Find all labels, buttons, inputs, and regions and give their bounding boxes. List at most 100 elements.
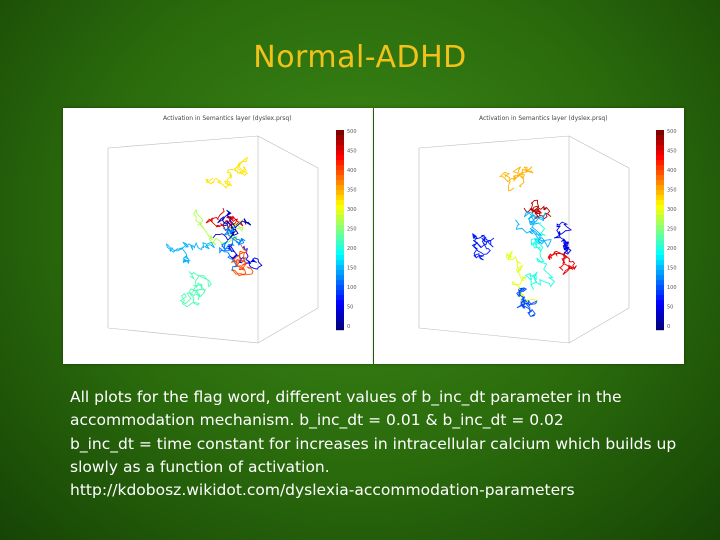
colorbar-segment	[336, 295, 344, 301]
box-edge	[418, 327, 570, 344]
colorbar-segment	[336, 325, 344, 331]
colorbar-segment	[336, 210, 344, 216]
colorbar-segment	[656, 215, 664, 221]
colorbar-segment	[336, 230, 344, 236]
caption-line-2: accommodation mechanism. b_inc_dt = 0.01…	[70, 411, 564, 430]
colorbar-segment	[336, 170, 344, 176]
colorbar-segment	[656, 280, 664, 286]
colorbar-segment	[336, 215, 344, 221]
colorbar-segment	[656, 305, 664, 311]
trajectory-path	[165, 241, 215, 265]
caption-line-4: slowly as a function of activation.	[70, 457, 330, 476]
colorbar-segment	[336, 245, 344, 251]
colorbar-segment	[336, 250, 344, 256]
trajectory-plot-right: Activation in Semantics layer (dyslex.pr…	[418, 115, 677, 344]
colorbar-tick: 300	[667, 207, 677, 213]
trajectory-path	[524, 222, 556, 291]
plot-panel-left: Activation in Semantics layer (dyslex.pr…	[63, 108, 373, 364]
trajectory-path	[516, 287, 538, 317]
colorbar-tick: 200	[667, 246, 677, 252]
trajectory-path	[553, 221, 573, 255]
colorbar-tick: 400	[347, 168, 357, 174]
trajectory-path	[505, 250, 539, 304]
colorbar-segment	[656, 165, 664, 171]
colorbar-segment	[656, 235, 664, 241]
colorbar-tick: 450	[667, 149, 677, 155]
colorbar-tick: 500	[347, 129, 357, 135]
colorbar-tick: 0	[667, 324, 670, 330]
caption-link[interactable]: http://kdobosz.wikidot.com/dyslexia-acco…	[70, 481, 575, 499]
colorbar-segment	[656, 130, 664, 136]
colorbar-segment	[336, 200, 344, 206]
box-edge	[107, 135, 259, 149]
colorbar-segment	[336, 195, 344, 201]
plot-axes-box	[418, 135, 630, 344]
colorbar-segment	[336, 220, 344, 226]
box-edge	[568, 135, 630, 169]
colorbar-segment	[336, 175, 344, 181]
colorbar-segment	[656, 220, 664, 226]
trajectory-path	[230, 244, 254, 277]
colorbar-tick: 250	[347, 227, 357, 233]
trajectory-path	[226, 243, 263, 270]
colorbar-segment	[336, 285, 344, 291]
box-edge	[418, 135, 570, 149]
colorbar-segment	[656, 180, 664, 186]
trajectory-path	[547, 250, 577, 276]
colorbar-segment	[656, 160, 664, 166]
colorbar-segment	[336, 140, 344, 146]
slide-title: Normal-ADHD	[253, 40, 467, 75]
colorbar-segment	[336, 290, 344, 296]
trajectory-path	[179, 270, 212, 308]
box-edge	[257, 307, 319, 344]
colorbar-segment	[336, 185, 344, 191]
colorbar-segment	[336, 260, 344, 266]
trajectory-path	[205, 207, 244, 232]
colorbar-segment	[656, 135, 664, 141]
colorbar-tick: 350	[667, 188, 677, 194]
colorbar-segment	[656, 225, 664, 231]
colorbar-segment	[336, 135, 344, 141]
box-edge	[568, 307, 630, 344]
colorbar-segment	[336, 145, 344, 151]
colorbar-segment	[336, 150, 344, 156]
colorbar-segment	[656, 325, 664, 331]
plot-title: Activation in Semantics layer (dyslex.pr…	[163, 115, 292, 122]
colorbar-segment	[656, 260, 664, 266]
colorbar-segment	[336, 320, 344, 326]
colorbar-segment	[336, 180, 344, 186]
colorbar-segment	[656, 190, 664, 196]
colorbar-segment	[656, 230, 664, 236]
colorbar-segment	[656, 145, 664, 151]
colorbar-segment	[336, 160, 344, 166]
colorbar-segment	[656, 175, 664, 181]
trajectory-lines	[165, 156, 263, 308]
colorbar-segment	[336, 275, 344, 281]
colorbar-segment	[656, 250, 664, 256]
plot-panel-right: Activation in Semantics layer (dyslex.pr…	[374, 108, 684, 364]
colorbar-tick: 200	[347, 246, 357, 252]
colorbar-segment	[336, 240, 344, 246]
trajectory-lines	[471, 166, 577, 317]
colorbar-tick: 300	[347, 207, 357, 213]
trajectory-path	[212, 209, 252, 241]
colorbar-tick: 50	[347, 305, 353, 311]
colorbar-segment	[656, 320, 664, 326]
colorbar-tick: 100	[667, 285, 677, 291]
colorbar-segment	[656, 265, 664, 271]
caption-line-1: All plots for the flag word, different v…	[70, 388, 622, 406]
colorbar-segment	[336, 280, 344, 286]
colorbar-segment	[656, 270, 664, 276]
colorbar-tick: 450	[347, 149, 357, 155]
colorbar-segment	[336, 300, 344, 306]
colorbar-segment	[656, 295, 664, 301]
plot-axes-box	[107, 135, 319, 344]
colorbar-segment	[656, 315, 664, 321]
colorbar-segment	[336, 130, 344, 136]
colorbar-segment	[656, 310, 664, 316]
colorbar-segment	[656, 195, 664, 201]
colorbar-tick: 50	[667, 305, 673, 311]
colorbar-tick: 350	[347, 188, 357, 194]
